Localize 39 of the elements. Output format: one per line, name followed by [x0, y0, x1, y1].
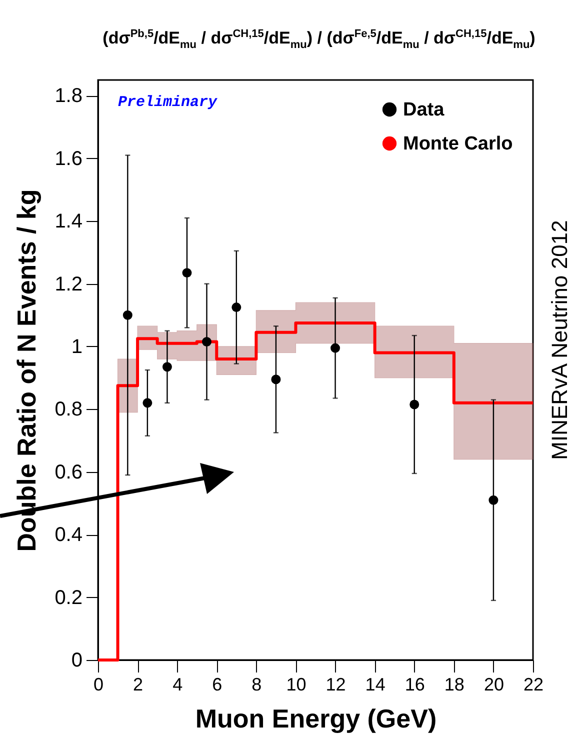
- y-tick-label: 0.6: [54, 461, 82, 484]
- legend-label: Monte Carlo: [403, 134, 513, 154]
- x-axis-title: Muon Energy (GeV): [195, 704, 437, 734]
- y-tick-label: 1.6: [54, 148, 82, 170]
- x-tick-label: 12: [326, 674, 346, 694]
- x-tick-label: 2: [133, 674, 144, 694]
- x-tick-label: 10: [286, 674, 306, 694]
- point: [488, 495, 498, 505]
- point: [271, 374, 281, 384]
- x-tick-label: 22: [523, 674, 544, 694]
- x-tick-label: 4: [172, 674, 183, 694]
- point: [202, 337, 212, 347]
- point: [410, 400, 420, 410]
- y-axis-title: Double Ratio of N Events / kg: [12, 189, 42, 552]
- y-tick-label: 0.2: [54, 586, 82, 609]
- x-tick-label: 0: [93, 674, 104, 694]
- y-tick-label: 1.4: [54, 210, 82, 233]
- point: [232, 302, 242, 312]
- chart-title: (dσ$^{Pb,5}$/dE$_{mu}$ / dσ$^{CH,15}$/dE$_{mu}$) / (dσ$^{Fe,5}$/dE$_{mu}$ / dσ$^{CH,15}$/dE$_{mu}$): [102, 28, 536, 52]
- annotation: Preliminary: [118, 94, 218, 111]
- x-tick-label: 18: [444, 674, 464, 694]
- y-tick-label: 1.2: [54, 273, 82, 296]
- y-tick-label: 1: [71, 336, 82, 358]
- x-tick-label: 16: [404, 674, 425, 694]
- x-tick-label: 8: [252, 674, 262, 694]
- y-tick-label: 1.8: [54, 85, 82, 108]
- x-tick-label: 14: [365, 674, 386, 694]
- y-tick-label: 0.4: [54, 524, 82, 546]
- x-tick-label: 6: [212, 674, 222, 694]
- point: [142, 398, 152, 408]
- y-tick-label: 0.8: [54, 398, 82, 421]
- point: [162, 362, 172, 372]
- point: [122, 310, 132, 320]
- x-tick-label: 20: [484, 674, 504, 694]
- point: [182, 268, 192, 278]
- text: MINERvA Neutrino 2012: [547, 220, 573, 460]
- y-tick-label: 0: [71, 650, 82, 672]
- point: [330, 343, 340, 353]
- legend-label: Data: [403, 100, 445, 120]
